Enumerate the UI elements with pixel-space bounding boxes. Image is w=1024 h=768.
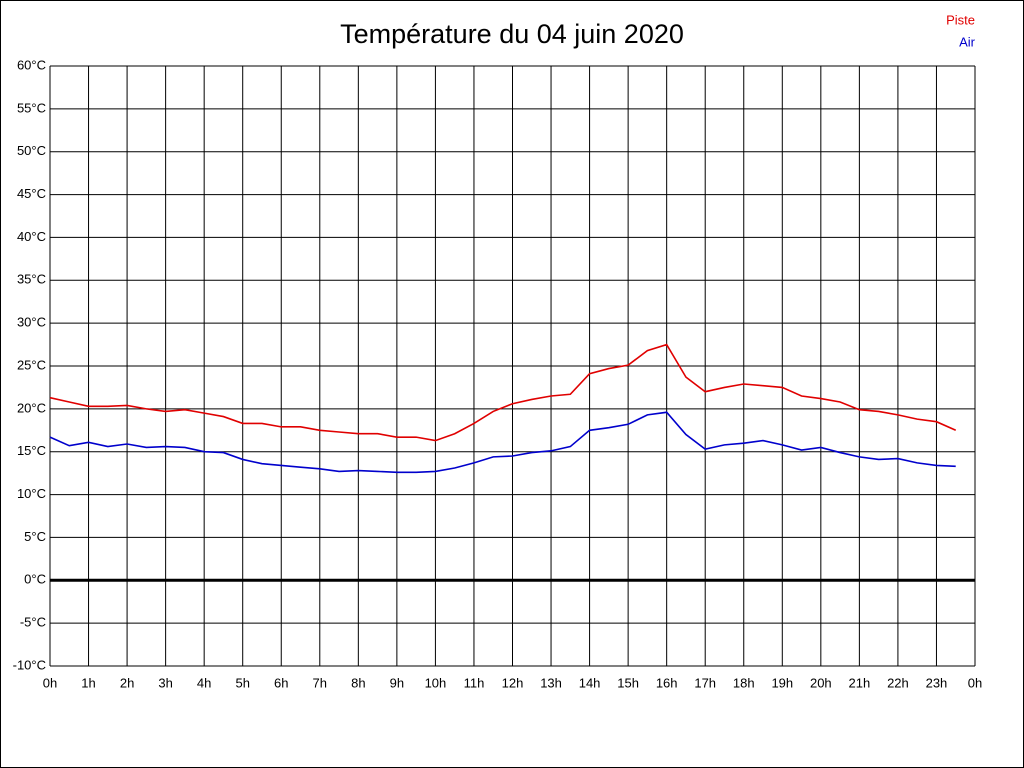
x-tick-label: 11h <box>464 675 485 690</box>
y-tick-label: 45°C <box>17 186 46 201</box>
x-tick-label: 4h <box>197 675 211 690</box>
x-tick-label: 10h <box>425 675 447 690</box>
x-tick-label: 18h <box>733 675 755 690</box>
x-tick-label: 0h <box>968 675 982 690</box>
x-tick-label: 5h <box>235 675 249 690</box>
legend-label: Air <box>959 34 976 49</box>
x-tick-label: 0h <box>43 675 57 690</box>
y-tick-label: -10°C <box>13 657 46 672</box>
x-tick-label: 7h <box>313 675 327 690</box>
x-tick-label: 22h <box>887 675 909 690</box>
x-tick-label: 20h <box>810 675 832 690</box>
x-tick-label: 6h <box>274 675 288 690</box>
y-tick-label: 50°C <box>17 143 46 158</box>
x-tick-label: 1h <box>81 675 95 690</box>
data-line <box>49 343 957 442</box>
x-tick-label: 3h <box>158 675 172 690</box>
x-tick-label: 17h <box>694 675 716 690</box>
y-tick-label: 30°C <box>17 315 46 330</box>
x-tick-label: 9h <box>390 675 404 690</box>
data-line <box>49 411 956 474</box>
x-tick-label: 21h <box>849 675 871 690</box>
x-tick-label: 8h <box>351 675 365 690</box>
x-tick-label: 15h <box>617 675 639 690</box>
x-tick-label: 16h <box>656 675 678 690</box>
x-tick-label: 14h <box>579 675 601 690</box>
x-tick-label: 13h <box>540 675 562 690</box>
y-tick-label: 25°C <box>17 357 46 372</box>
x-tick-label: 2h <box>120 675 134 690</box>
y-tick-label: 5°C <box>24 529 46 544</box>
y-tick-label: 15°C <box>17 443 46 458</box>
y-tick-label: 60°C <box>17 57 46 72</box>
y-tick-label: 55°C <box>17 100 46 115</box>
y-tick-label: 10°C <box>17 486 46 501</box>
legend-label: Piste <box>946 12 975 27</box>
y-tick-label: 35°C <box>17 272 46 287</box>
y-tick-label: 20°C <box>17 400 46 415</box>
y-tick-label: 40°C <box>17 229 46 244</box>
y-tick-label: 0°C <box>24 572 46 587</box>
chart-title: Température du 04 juin 2020 <box>340 19 684 49</box>
x-tick-label: 12h <box>502 675 524 690</box>
y-tick-label: -5°C <box>20 615 46 630</box>
x-tick-label: 19h <box>771 675 793 690</box>
x-tick-label: 23h <box>926 675 948 690</box>
